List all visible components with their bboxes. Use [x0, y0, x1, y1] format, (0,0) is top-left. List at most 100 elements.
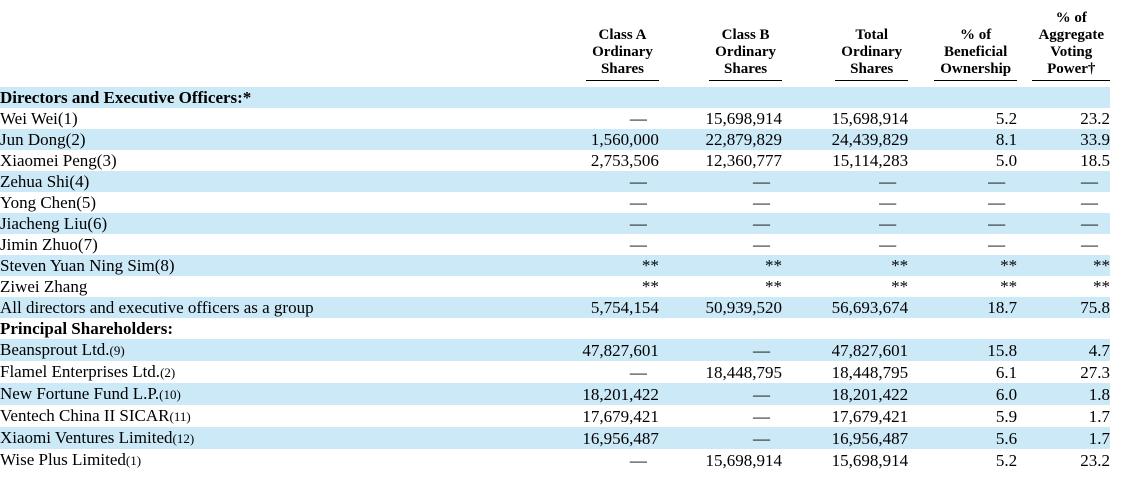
cell-value: —	[879, 214, 897, 233]
cell-value: —	[1081, 172, 1098, 191]
table-body: Directors and Executive Officers:* Wei We…	[0, 87, 1110, 471]
cell-value: —	[988, 172, 1006, 191]
class-a-shares-value-cell: —	[550, 361, 659, 383]
beneficial-ownership-value-cell: —	[908, 234, 1017, 255]
column-header-line: Shares	[724, 61, 768, 77]
table-header: Class A Ordinary Shares Class B Ordinary Shar…	[0, 0, 1110, 87]
total-shares-value-cell: 18,448,795	[782, 361, 909, 383]
shareholder-name-cell: Ziwei Zhang	[0, 276, 550, 297]
cell-value: 33.9	[1080, 130, 1110, 149]
table-row: Jimin Zhuo(7) — — — — —	[0, 234, 1110, 255]
voting-power-value-cell: 1.7	[1017, 427, 1110, 449]
beneficial-ownership-value-cell: 15.8	[908, 339, 1017, 361]
shareholder-name: Wise Plus Limited	[0, 450, 126, 469]
table-row: All directors and executive officers as …	[0, 297, 1110, 318]
shareholder-name-cell: Steven Yuan Ning Sim(8)	[0, 255, 550, 276]
cell-value: —	[753, 214, 771, 233]
shareholder-name: Beansprout Ltd.	[0, 340, 110, 359]
table-row: Jun Dong(2) 1,560,000 22,879,829 24,439,829…	[0, 129, 1110, 150]
total-shares-value-cell: —	[782, 234, 908, 255]
cell-value: —	[629, 235, 647, 254]
shareholder-name-cell: Flamel Enterprises Ltd.(2)	[0, 361, 550, 383]
table-row: Beansprout Ltd.(9) 47,827,601 — 47,827,601 1…	[0, 339, 1110, 361]
column-header-block: Class B Ordinary Shares	[709, 27, 783, 81]
cell-value: 18,448,795	[705, 362, 783, 382]
beneficial-ownership-value-cell: —	[908, 213, 1017, 234]
shareholder-name: Wei Wei	[0, 109, 58, 128]
cell-value: 18,448,795	[831, 362, 909, 382]
cell-value: —	[879, 235, 897, 254]
cell-value: 6.0	[995, 384, 1018, 404]
cell-value: 18.5	[1080, 151, 1110, 170]
shareholder-name-cell: Xiaomei Peng(3)	[0, 150, 550, 171]
total-shares-value-cell: 18,201,422	[782, 383, 909, 405]
shareholder-name: Zehua Shi	[0, 172, 70, 191]
shareholder-name-cell: Wei Wei(1)	[0, 108, 550, 129]
footnote-ref: (4)	[69, 172, 90, 191]
shareholder-name-cell: Beansprout Ltd.(9)	[0, 339, 550, 361]
beneficial-ownership-value-cell: 18.7	[908, 297, 1017, 318]
total-shares-value-cell: —	[782, 192, 908, 213]
total-shares-value-cell: **	[782, 255, 908, 276]
cell-value: 15,698,914	[831, 450, 909, 470]
class-a-shares-value-cell: 5,754,154	[550, 297, 659, 318]
total-shares-value-cell: **	[782, 276, 908, 297]
cell-value: 24,439,829	[831, 130, 909, 149]
footnote-ref: (5)	[76, 193, 97, 212]
cell-value: —	[629, 214, 647, 233]
cell-value: —	[753, 235, 771, 254]
voting-power-value-cell: —	[1017, 234, 1110, 255]
footnote-ref: (9)	[109, 343, 125, 358]
column-header-line: Voting	[1050, 44, 1093, 60]
table-row: Yong Chen(5) — — — — —	[0, 192, 1110, 213]
table-row: Steven Yuan Ning Sim(8) ** ** ** ** **	[0, 255, 1110, 276]
cell-value: —	[629, 109, 647, 128]
cell-value: 5.9	[995, 406, 1018, 426]
voting-power-value-cell: 23.2	[1017, 449, 1110, 471]
class-b-shares-value-cell: —	[659, 213, 782, 234]
column-header-beneficial-ownership: % of Beneficial Ownership	[908, 0, 1018, 87]
class-a-shares-value-cell: 2,753,506	[550, 150, 659, 171]
shareholder-name: New Fortune Fund L.P.	[0, 384, 160, 403]
voting-power-value-cell: 1.8	[1017, 383, 1110, 405]
column-header-line: Total	[855, 27, 889, 43]
cell-value: **	[641, 277, 659, 296]
beneficial-ownership-table: Class A Ordinary Shares Class B Ordinary Shar…	[0, 0, 1110, 471]
cell-value: —	[753, 172, 771, 191]
shareholder-name-cell: Jun Dong(2)	[0, 129, 550, 150]
voting-power-value-cell: **	[1017, 276, 1110, 297]
shareholder-name-cell: Yong Chen(5)	[0, 192, 550, 213]
section-header-cell: Principal Shareholders:	[0, 318, 1110, 339]
beneficial-ownership-value-cell: —	[908, 192, 1017, 213]
voting-power-value-cell: 75.8	[1017, 297, 1110, 318]
footnote-ref: (2)	[65, 130, 86, 149]
voting-power-value-cell: —	[1017, 213, 1110, 234]
column-header-line: Beneficial	[944, 44, 1008, 60]
cell-value: 56,693,674	[831, 298, 909, 317]
cell-value: —	[629, 362, 647, 382]
column-header-line: Shares	[600, 61, 645, 77]
table-row: Flamel Enterprises Ltd.(2) — 18,448,795 18,…	[0, 361, 1110, 383]
cell-value: —	[753, 406, 771, 426]
beneficial-ownership-value-cell: 8.1	[908, 129, 1017, 150]
beneficial-ownership-value-cell: **	[908, 276, 1017, 297]
shareholder-name: Xiaomei Peng	[0, 151, 97, 170]
table-row: Zehua Shi(4) — — — — —	[0, 171, 1110, 192]
cell-value: —	[753, 193, 771, 212]
shareholder-name: Jiacheng Liu	[0, 214, 88, 233]
cell-value: **	[765, 256, 783, 275]
table-row: Wei Wei(1) — 15,698,914 15,698,914 5.2 23.2	[0, 108, 1110, 129]
class-b-shares-value-cell: 15,698,914	[659, 108, 783, 129]
class-a-shares-value-cell: —	[550, 192, 659, 213]
beneficial-ownership-value-cell: 5.2	[908, 108, 1017, 129]
column-header-block: Class A Ordinary Shares	[586, 27, 659, 81]
column-header-line: % of	[960, 27, 992, 43]
column-header-line: Power†	[1047, 61, 1096, 77]
cell-value: 18,201,422	[831, 384, 909, 404]
voting-power-value-cell: 23.2	[1017, 108, 1110, 129]
cell-value: —	[988, 193, 1006, 212]
class-a-shares-value-cell: **	[550, 276, 659, 297]
class-a-shares-value-cell: 17,679,421	[550, 405, 659, 427]
cell-value: 12,360,777	[705, 151, 783, 170]
